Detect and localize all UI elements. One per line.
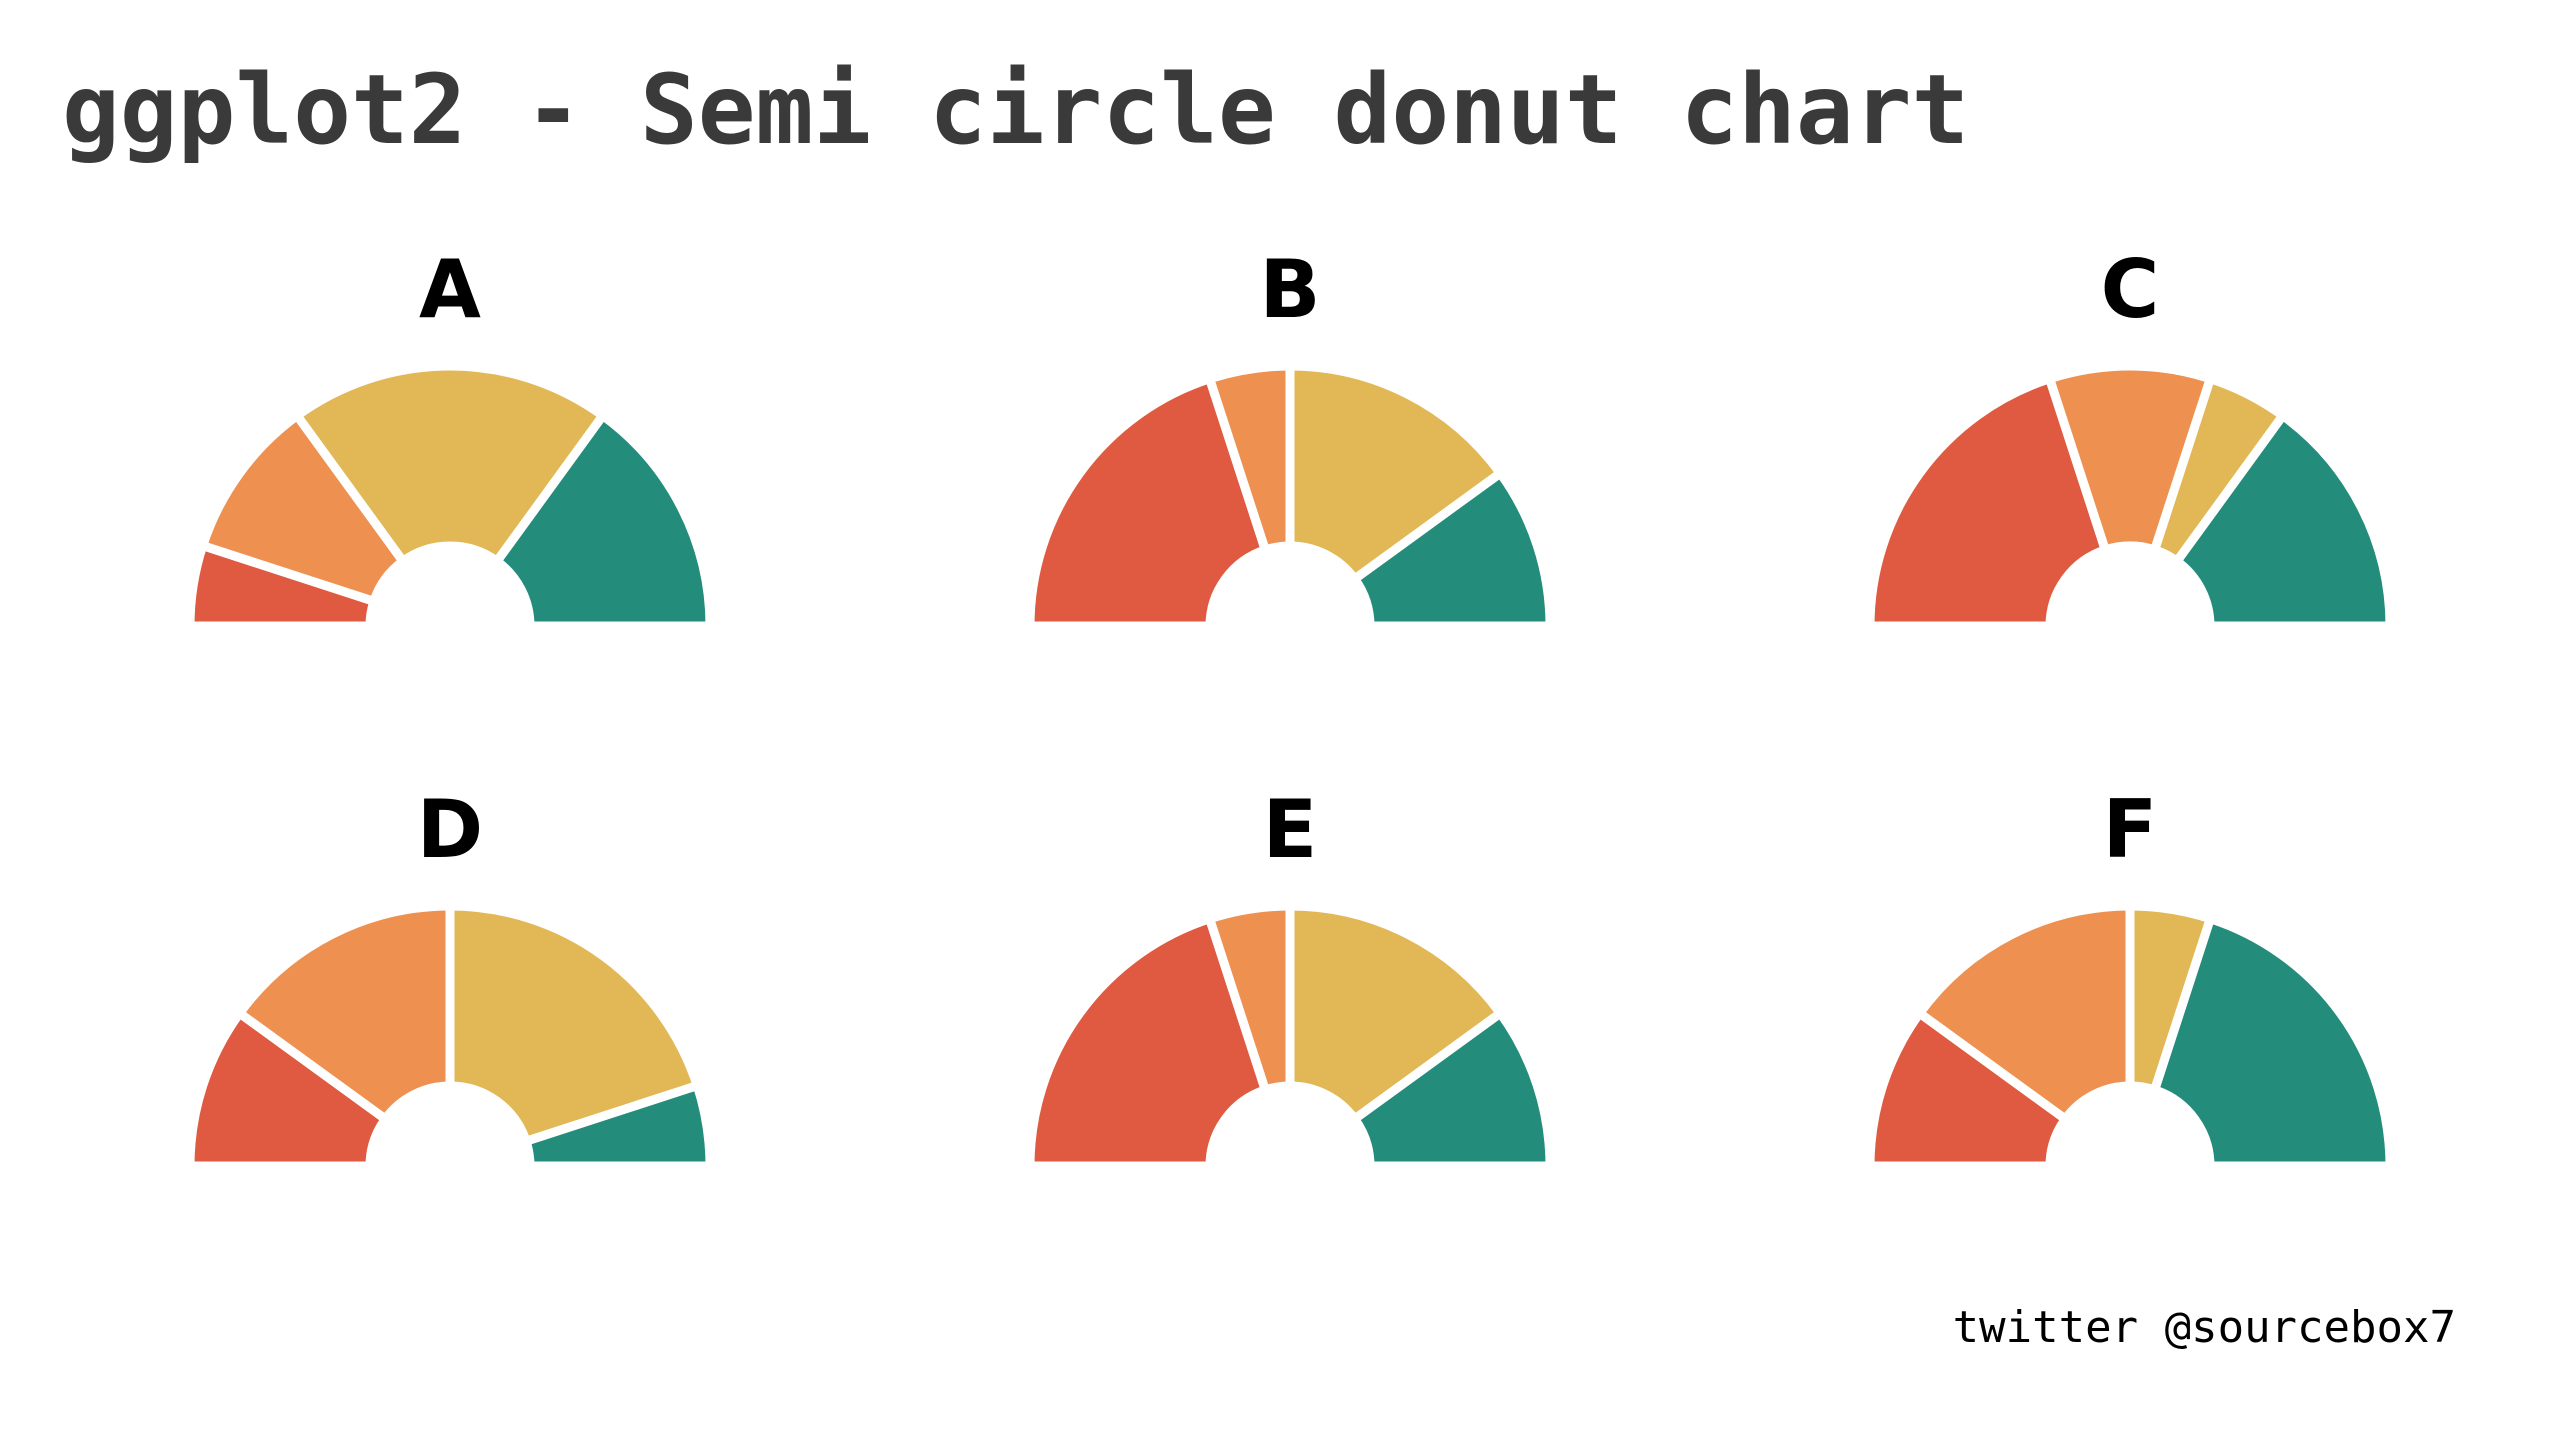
slice-teal	[2149, 913, 2395, 1171]
panel-a: A	[150, 250, 750, 670]
semi-donut-chart-b	[990, 361, 1590, 650]
slice-orange	[2043, 361, 2217, 556]
slice-red	[1025, 913, 1271, 1171]
slice-teal	[490, 409, 715, 631]
slice-teal	[2170, 409, 2395, 631]
panel-d: D	[150, 790, 750, 1210]
baseline-mask	[150, 1166, 750, 1190]
slice-yellow	[290, 361, 610, 568]
slice-yellow	[1285, 901, 1507, 1126]
slice-teal	[1348, 1006, 1555, 1171]
panel-c: C	[1830, 250, 2430, 670]
panel-f: F	[1830, 790, 2430, 1210]
slice-red	[185, 1006, 392, 1171]
semi-donut-chart-d	[150, 901, 750, 1190]
panel-e: E	[990, 790, 1590, 1210]
semi-donut-chart-c	[1830, 361, 2430, 650]
baseline-mask	[990, 626, 1590, 650]
slice-yellow	[445, 901, 703, 1147]
baseline-mask	[150, 626, 750, 650]
slice-yellow	[1285, 361, 1507, 586]
panel-label: F	[2102, 783, 2158, 876]
page-title: ggplot2 - Semi circle donut chart	[62, 54, 1970, 166]
panel-label: D	[416, 783, 484, 876]
slice-orange	[197, 409, 410, 607]
baseline-mask	[990, 1166, 1590, 1190]
baseline-mask	[1830, 1166, 2430, 1190]
slice-teal	[520, 1079, 715, 1171]
slice-teal	[1348, 466, 1555, 631]
slice-orange	[1913, 901, 2135, 1126]
slice-red	[1865, 1006, 2072, 1171]
panel-label: A	[419, 243, 481, 336]
panel-label: B	[1259, 243, 1321, 336]
semi-donut-chart-a	[150, 361, 750, 650]
panel-label: E	[1262, 783, 1318, 876]
semi-donut-chart-f	[1830, 901, 2430, 1190]
panel-label: C	[2100, 243, 2160, 336]
semi-donut-chart-e	[990, 901, 1590, 1190]
slice-red	[1025, 373, 1271, 631]
baseline-mask	[1830, 626, 2430, 650]
credit-text: twitter @sourcebox7	[1952, 1302, 2456, 1353]
slice-red	[1865, 373, 2111, 631]
slice-orange	[233, 901, 455, 1126]
panel-b: B	[990, 250, 1590, 670]
